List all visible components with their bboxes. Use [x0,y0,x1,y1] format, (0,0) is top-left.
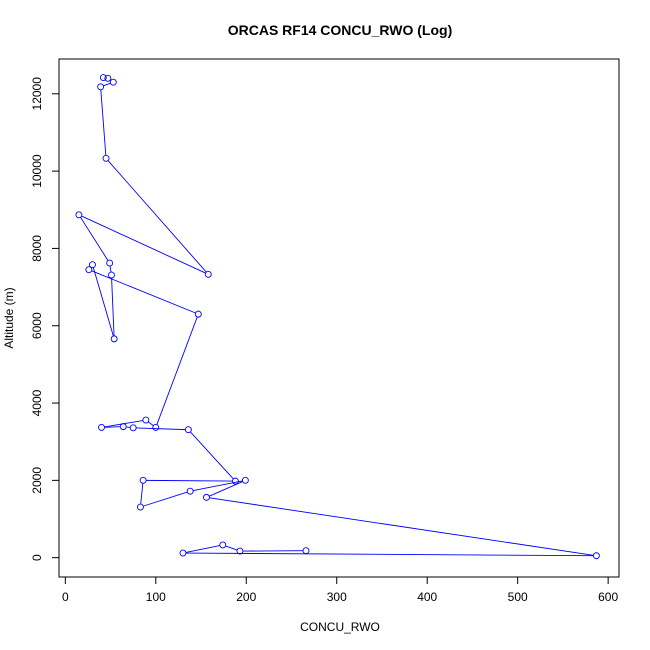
series-segment [104,426,121,428]
series-segment [209,497,594,556]
x-tick-label: 0 [62,590,69,604]
data-point [85,266,93,274]
data-point [98,423,105,431]
series-segment [143,491,188,507]
y-axis-label: Altitude (m) [2,287,16,348]
x-tick-label: 300 [327,590,347,604]
data-point [204,270,212,278]
data-point [108,271,115,279]
series-segment [190,431,234,480]
series-segment [80,217,109,261]
data-point [241,476,249,484]
y-tick-label: 8000 [30,235,44,262]
data-point [97,83,105,91]
data-point [179,549,187,557]
y-tick-label: 2000 [30,467,44,494]
series-segment [103,82,111,87]
series-segment [92,267,114,337]
data-point [236,547,244,555]
data-point [592,552,600,560]
data-point [110,335,118,343]
y-tick-label: 10000 [30,154,44,188]
series-segment [81,215,206,274]
series-segment [193,480,243,492]
series-layer [75,74,600,560]
plot-frame [58,58,620,578]
x-tick-label: 600 [598,590,618,604]
data-point [219,541,227,549]
series-segment [185,545,220,553]
x-tick-label: 500 [508,590,528,604]
series-segment [109,266,112,273]
series-segment [156,316,198,425]
y-tick-label: 12000 [30,77,44,111]
data-point [129,424,137,432]
series-segment [146,479,233,482]
series-segment [91,270,196,314]
x-axis: 0 100 200 300 400 500 600 [62,576,618,604]
data-point [89,261,96,269]
y-tick-label: 0 [30,554,44,561]
data-point [152,423,160,431]
series-segment [107,160,207,273]
data-point [231,477,239,485]
chart-title: ORCAS RF14 CONCU_RWO (Log) [228,22,453,38]
y-tick-label: 6000 [30,312,44,339]
data-point [104,74,112,82]
data-point [142,416,150,424]
x-tick-label: 400 [417,590,437,604]
data-point [99,74,107,82]
data-point [184,426,192,434]
series-segment [111,278,115,336]
x-tick-label: 200 [236,590,256,604]
data-point [139,476,147,484]
data-point [203,493,210,501]
data-point [75,211,83,219]
y-axis: 0 2000 4000 6000 8000 10000 12000 [30,77,60,561]
data-point [186,487,194,495]
data-point [102,154,110,162]
x-tick-label: 100 [146,590,166,604]
series-segment [225,545,238,551]
series-segment [136,427,186,431]
data-point [194,310,202,318]
series-segment [100,89,107,156]
data-point [302,547,310,555]
series-segment [185,552,594,557]
data-point [109,78,117,86]
series-segment [147,421,154,426]
data-point [106,259,114,267]
series-segment [140,483,144,505]
data-point [136,503,144,511]
y-tick-label: 4000 [30,389,44,416]
x-axis-label: CONCU_RWO [300,620,380,634]
data-point [119,423,127,431]
